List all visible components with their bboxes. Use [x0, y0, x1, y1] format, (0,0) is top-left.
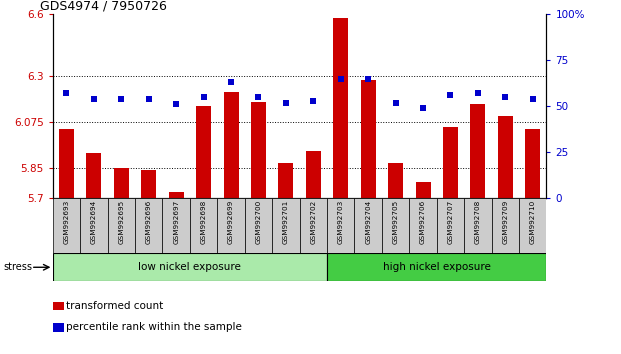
Text: GSM992702: GSM992702: [310, 200, 316, 244]
Text: high nickel exposure: high nickel exposure: [383, 262, 491, 272]
Bar: [492, 198, 519, 253]
Text: GSM992705: GSM992705: [392, 200, 399, 244]
Text: GSM992699: GSM992699: [228, 200, 234, 244]
Point: [473, 91, 483, 96]
Bar: [245, 198, 272, 253]
Text: low nickel exposure: low nickel exposure: [138, 262, 242, 272]
Bar: [53, 198, 80, 253]
Text: GSM992708: GSM992708: [475, 200, 481, 244]
Bar: [382, 198, 409, 253]
Bar: [333, 18, 348, 198]
Bar: [327, 253, 546, 281]
Text: GSM992706: GSM992706: [420, 200, 426, 244]
Bar: [299, 198, 327, 253]
Bar: [361, 80, 376, 198]
Point: [363, 76, 373, 81]
Text: GSM992703: GSM992703: [338, 200, 344, 244]
Bar: [53, 253, 327, 281]
Text: GSM992696: GSM992696: [146, 200, 152, 244]
Bar: [388, 164, 403, 198]
Bar: [306, 151, 321, 198]
Bar: [525, 129, 540, 198]
Bar: [135, 198, 163, 253]
Text: GSM992710: GSM992710: [530, 200, 536, 244]
Point: [171, 102, 181, 107]
Bar: [86, 153, 101, 198]
Bar: [114, 167, 129, 198]
Bar: [169, 192, 184, 198]
Bar: [251, 102, 266, 198]
Bar: [519, 198, 546, 253]
Point: [528, 96, 538, 102]
Point: [418, 105, 428, 111]
Point: [501, 94, 510, 100]
Point: [226, 79, 236, 85]
Bar: [141, 170, 156, 198]
Point: [199, 94, 209, 100]
Point: [116, 96, 126, 102]
Point: [253, 94, 263, 100]
Bar: [409, 198, 437, 253]
Point: [309, 98, 319, 103]
Bar: [355, 198, 382, 253]
Text: GDS4974 / 7950726: GDS4974 / 7950726: [40, 0, 167, 12]
Bar: [443, 127, 458, 198]
Text: percentile rank within the sample: percentile rank within the sample: [66, 322, 242, 332]
Text: GSM992698: GSM992698: [201, 200, 207, 244]
Bar: [163, 198, 190, 253]
Bar: [190, 198, 217, 253]
Text: GSM992700: GSM992700: [255, 200, 261, 244]
Point: [336, 76, 346, 81]
Point: [281, 100, 291, 105]
Bar: [498, 116, 513, 198]
Bar: [196, 106, 211, 198]
Bar: [217, 198, 245, 253]
Bar: [278, 164, 294, 198]
Bar: [464, 198, 492, 253]
Text: GSM992704: GSM992704: [365, 200, 371, 244]
Bar: [224, 92, 238, 198]
Point: [61, 91, 71, 96]
Text: GSM992693: GSM992693: [63, 200, 70, 244]
Bar: [327, 198, 355, 253]
Point: [89, 96, 99, 102]
Text: GSM992707: GSM992707: [448, 200, 453, 244]
Text: GSM992709: GSM992709: [502, 200, 509, 244]
Bar: [470, 104, 486, 198]
Text: transformed count: transformed count: [66, 301, 164, 311]
Point: [391, 100, 401, 105]
Text: GSM992694: GSM992694: [91, 200, 97, 244]
Text: GSM992697: GSM992697: [173, 200, 179, 244]
Bar: [80, 198, 107, 253]
Point: [445, 92, 455, 98]
Text: stress: stress: [3, 262, 32, 272]
Text: GSM992701: GSM992701: [283, 200, 289, 244]
Bar: [437, 198, 464, 253]
Bar: [59, 129, 74, 198]
Bar: [272, 198, 299, 253]
Text: GSM992695: GSM992695: [119, 200, 124, 244]
Bar: [415, 182, 430, 198]
Bar: [107, 198, 135, 253]
Point: [144, 96, 154, 102]
